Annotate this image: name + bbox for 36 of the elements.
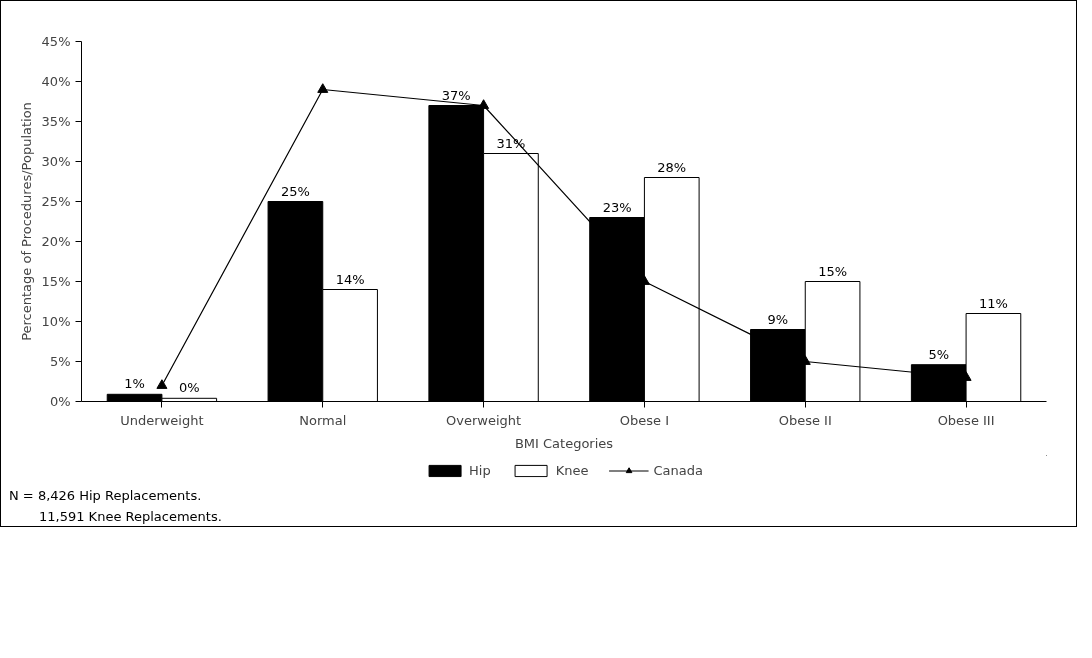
data-label: 14% [335,271,365,287]
y-tick-label: 15% [41,274,71,289]
y-axis-title: Percentage of Procedures/Population [18,102,34,341]
data-label: 5% [928,346,950,362]
data-label: 25% [280,183,310,199]
y-tick-label: 40% [41,74,71,89]
data-label: 28% [657,159,687,175]
y-tick-label: 35% [41,114,71,129]
x-tick-label: Underweight [120,412,204,428]
text: N = 8,426 Hip Replacements. [9,487,202,505]
data-label: 23% [602,199,632,215]
y-tick-label: 45% [41,34,71,49]
y-tick-label: 10% [41,314,71,329]
y-tick-label: 0% [49,394,71,409]
data-label: 15% [818,263,848,279]
data-label: 37% [441,87,471,103]
x-tick-label: Obese I [619,412,670,428]
point [156,379,168,389]
x-axis-title: BMI Categories [514,435,614,451]
legend-label: Canada [653,462,703,478]
y-tick-label: 25% [41,194,71,209]
y-tick-label: 5% [49,354,71,369]
data-label: 11% [978,295,1008,311]
y-tick-label: 20% [41,234,71,249]
point [317,83,329,93]
x-tick-label: Obese III [937,412,995,428]
x-tick-label: Overweight [446,412,522,428]
legend-label: Hip [469,462,491,478]
data-label: 0% [178,380,200,396]
y-tick-label: 30% [41,154,71,169]
data-label: 9% [767,311,789,327]
x-tick-label: Obese II [778,412,832,428]
x-tick-label: Normal [299,412,347,428]
legend-label: Knee [555,462,589,478]
text: 11,591 Knee Replacements. [39,507,222,526]
data-label: 1% [124,376,145,392]
